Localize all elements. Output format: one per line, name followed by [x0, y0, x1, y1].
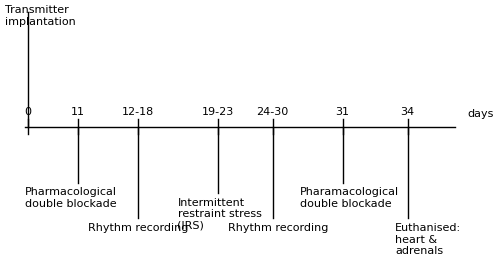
Text: 31: 31 — [336, 107, 349, 117]
Text: 11: 11 — [70, 107, 85, 117]
Text: Intermittent
restraint stress
(IRS): Intermittent restraint stress (IRS) — [178, 197, 262, 230]
Text: Euthanised:
heart &
adrenals: Euthanised: heart & adrenals — [395, 222, 461, 254]
Text: Pharamacological
double blockade: Pharamacological double blockade — [300, 187, 399, 208]
Text: Transmitter
implantation: Transmitter implantation — [5, 5, 76, 27]
Text: 34: 34 — [400, 107, 414, 117]
Text: 0: 0 — [24, 107, 31, 117]
Text: Rhythm recording: Rhythm recording — [228, 222, 328, 232]
Text: 24-30: 24-30 — [256, 107, 288, 117]
Text: Rhythm recording: Rhythm recording — [88, 222, 188, 232]
Text: days: days — [468, 108, 494, 118]
Text: 19-23: 19-23 — [202, 107, 234, 117]
Text: Pharmacological
double blockade: Pharmacological double blockade — [25, 187, 117, 208]
Text: 12-18: 12-18 — [122, 107, 154, 117]
